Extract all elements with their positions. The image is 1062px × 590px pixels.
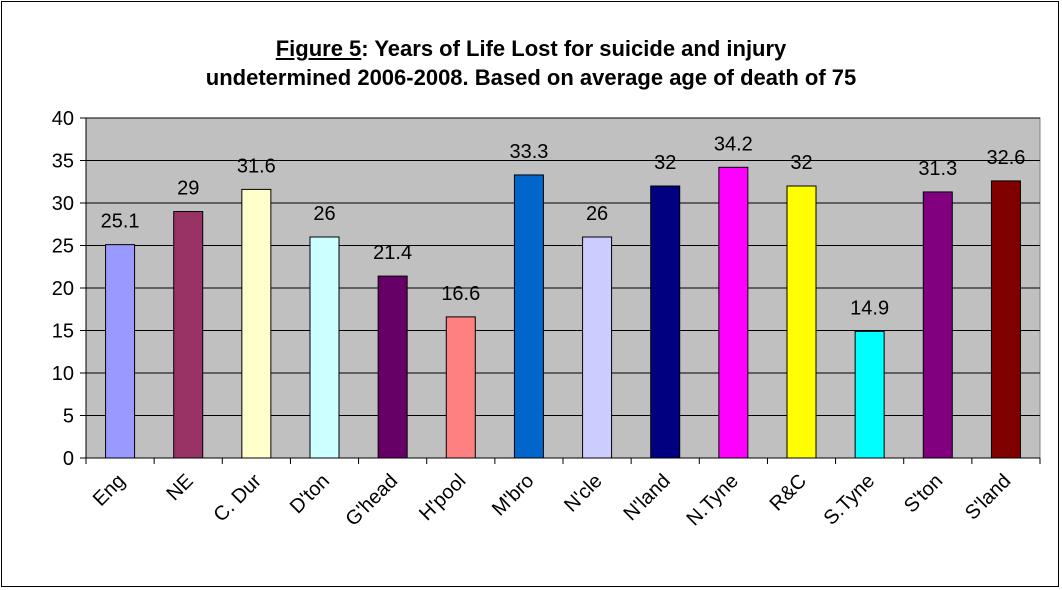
bar <box>650 185 681 459</box>
y-tick-label: 30 <box>52 193 74 215</box>
data-label: 32 <box>654 152 676 174</box>
bar <box>786 185 817 459</box>
x-tick-label: R&C <box>766 470 811 515</box>
y-tick-label: 35 <box>52 151 74 173</box>
x-tick-label: S'ton <box>900 470 947 517</box>
data-label: 31.6 <box>237 155 276 177</box>
chart-title-line-1: Figure 5: Years of Life Lost for suicide… <box>0 34 1062 63</box>
data-label: 33.3 <box>509 141 548 163</box>
data-label: 14.9 <box>850 297 889 319</box>
figure-label: Figure 5 <box>275 36 362 61</box>
y-tick-label: 10 <box>52 363 74 385</box>
bar <box>718 166 749 459</box>
bar <box>990 180 1021 459</box>
x-tick-label: NE <box>163 470 198 505</box>
x-tick-label: Eng <box>89 470 130 511</box>
chart-title-line-2: undetermined 2006-2008. Based on average… <box>205 65 857 90</box>
bar <box>445 316 476 459</box>
x-tick-label: N.Tyne <box>683 470 743 530</box>
y-tick-label: 25 <box>52 236 74 258</box>
data-label: 34.2 <box>714 133 753 155</box>
bar <box>513 174 544 459</box>
bar <box>377 275 408 459</box>
x-tick-label: G'head <box>341 470 402 531</box>
x-tick-label: D'ton <box>286 470 334 518</box>
data-label: 32 <box>790 152 812 174</box>
bar <box>105 244 136 459</box>
data-label: 32.6 <box>986 147 1025 169</box>
x-tick-label: C. Dur <box>209 470 266 527</box>
bar <box>922 191 953 459</box>
x-tick-label: H'pool <box>415 470 470 525</box>
y-tick-label: 0 <box>63 448 74 470</box>
data-label: 26 <box>586 203 608 225</box>
y-tick-label: 40 <box>52 108 74 130</box>
bar <box>241 188 272 459</box>
y-tick-label: 15 <box>52 321 74 343</box>
y-tick-label: 5 <box>63 406 74 428</box>
title-text: : Years of Life Lost for suicide and inj… <box>361 36 787 61</box>
bar <box>582 236 613 459</box>
data-label: 26 <box>313 203 335 225</box>
x-tick-label: M'bro <box>488 470 538 520</box>
x-tick-label: S.Tyne <box>820 470 880 530</box>
x-tick-label: N'cle <box>560 470 607 517</box>
bar <box>173 211 204 459</box>
bar <box>309 236 340 459</box>
data-label: 25.1 <box>101 211 140 233</box>
data-label: 16.6 <box>441 283 480 305</box>
bar <box>854 330 885 459</box>
y-tick-label: 20 <box>52 278 74 300</box>
chart-title: Figure 5: Years of Life Lost for suicide… <box>0 34 1062 92</box>
data-label: 21.4 <box>373 242 412 264</box>
x-tick-label: N'land <box>620 470 675 525</box>
data-label: 31.3 <box>918 158 957 180</box>
data-label: 29 <box>177 178 199 200</box>
x-tick-label: S'land <box>961 470 1015 524</box>
